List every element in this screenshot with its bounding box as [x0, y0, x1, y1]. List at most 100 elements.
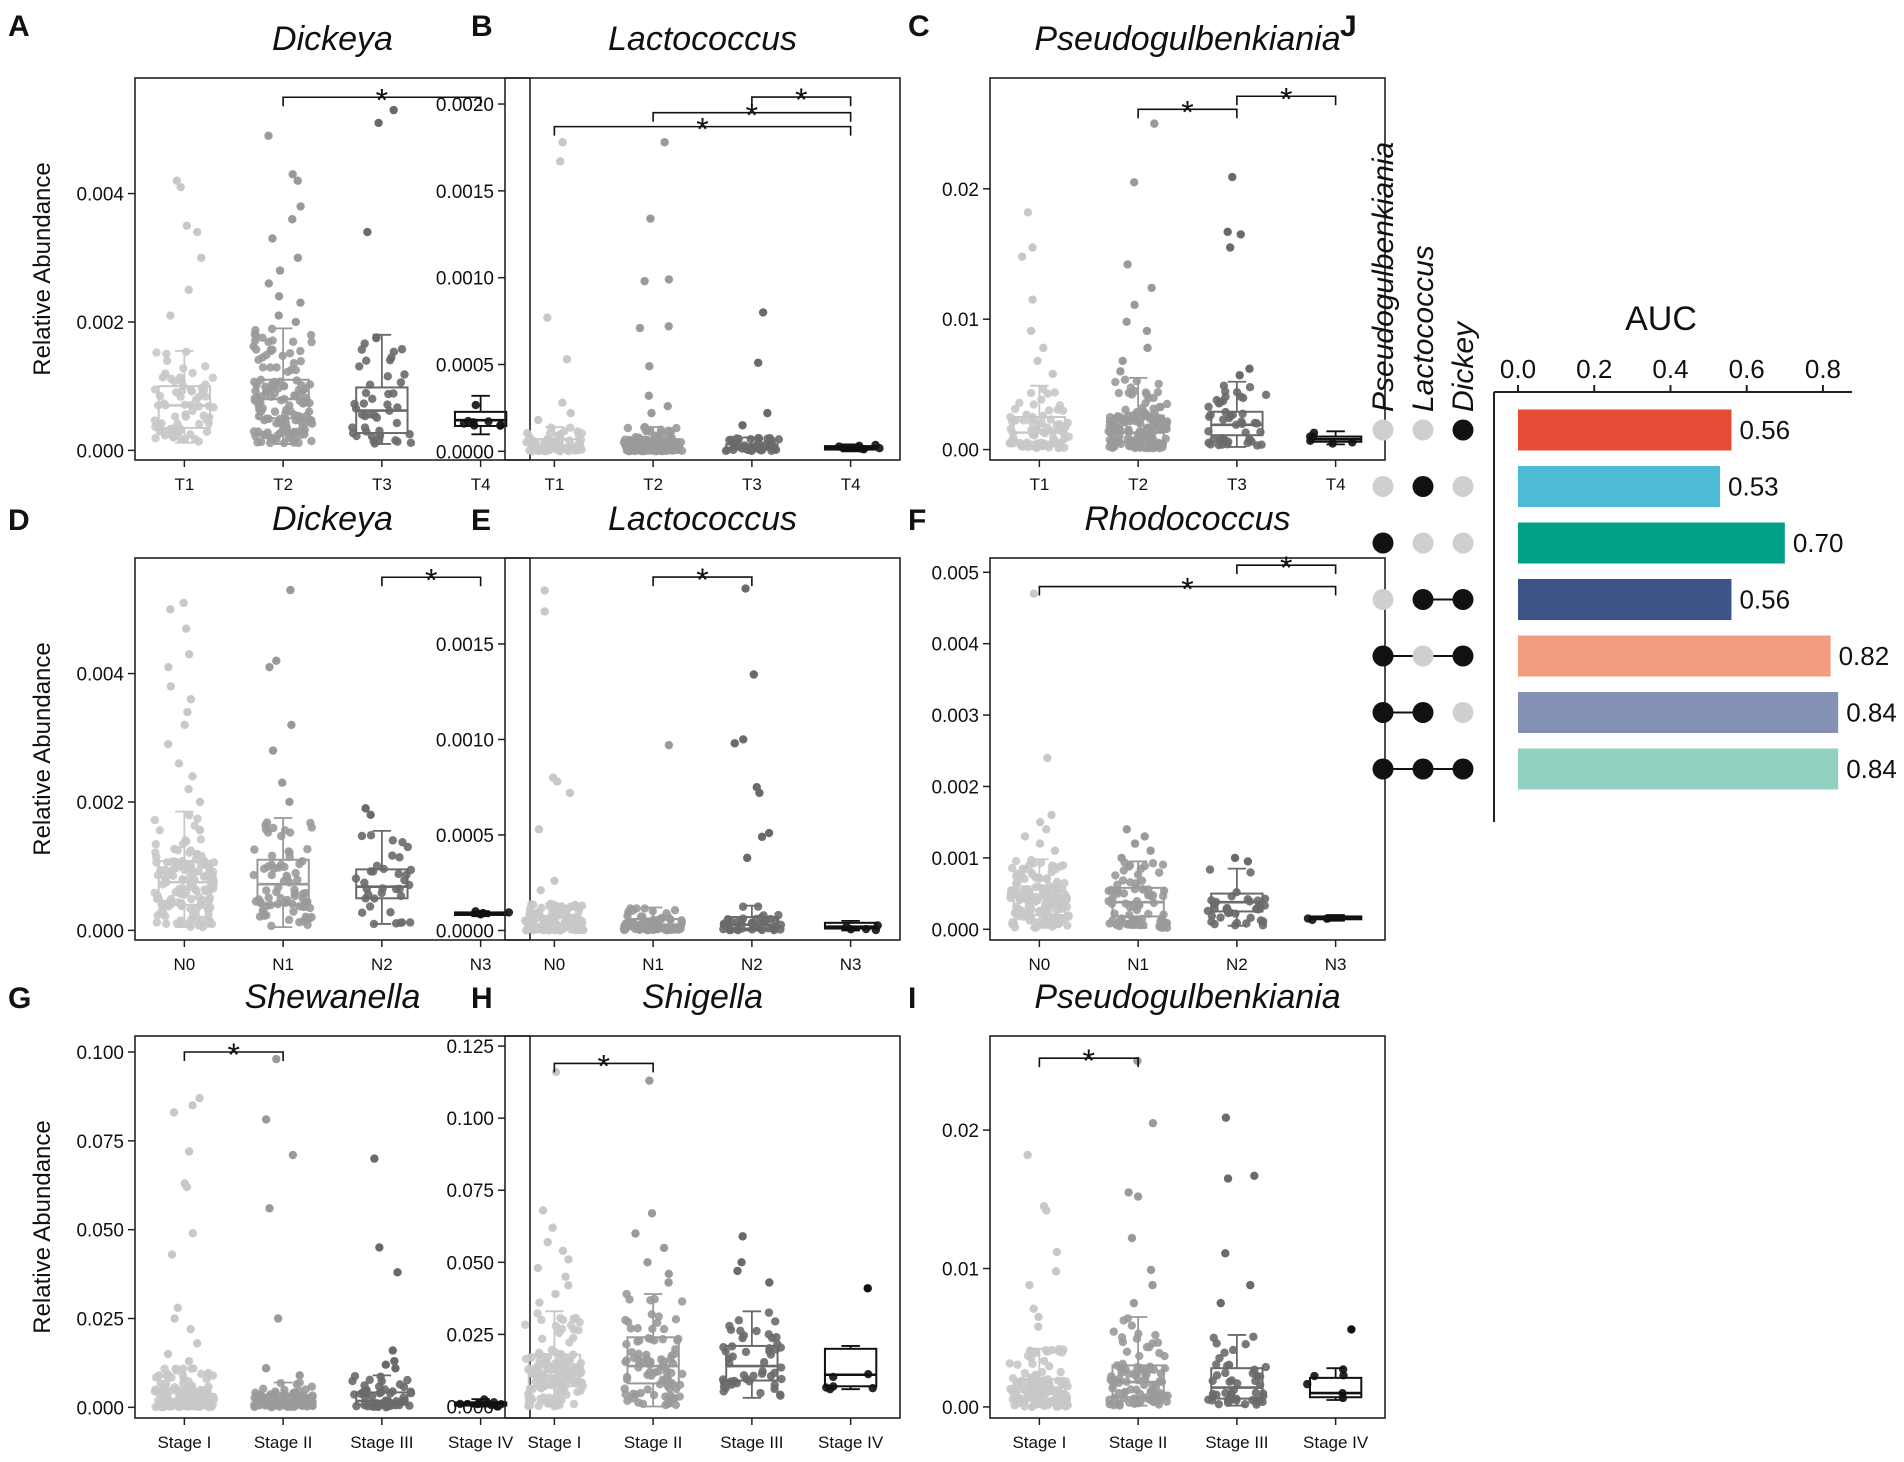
- outlier-point: [1245, 364, 1254, 373]
- data-point: [1162, 399, 1172, 409]
- outlier-point: [1148, 1118, 1158, 1128]
- x-tick-label: T4: [841, 475, 861, 494]
- data-point: [1155, 402, 1164, 412]
- data-point: [1205, 865, 1215, 874]
- data-point: [633, 1324, 642, 1333]
- data-point: [300, 398, 309, 408]
- data-point: [666, 427, 676, 436]
- data-point: [572, 1363, 581, 1372]
- data-point: [187, 387, 197, 396]
- data-point: [285, 401, 294, 410]
- data-point: [1148, 859, 1158, 868]
- outlier-point: [1250, 1171, 1259, 1180]
- outlier-point: [664, 740, 674, 750]
- data-point: [667, 925, 676, 935]
- outlier-point: [1221, 1249, 1230, 1258]
- outlier-point: [296, 298, 305, 307]
- data-point: [1151, 1330, 1160, 1340]
- data-point: [1130, 1368, 1140, 1378]
- data-point: [574, 1326, 583, 1335]
- data-point: [1037, 395, 1046, 404]
- outlier-point: [1130, 839, 1140, 848]
- data-point: [194, 437, 203, 446]
- x-tick-label: Stage I: [157, 1433, 211, 1452]
- y-tick-label: 0.0015: [436, 635, 494, 656]
- outlier-point: [164, 662, 173, 672]
- x-tick-label: T3: [1227, 475, 1247, 494]
- data-point: [260, 415, 269, 425]
- outlier-point: [535, 1298, 544, 1307]
- data-point: [628, 1394, 638, 1403]
- box-body: [626, 438, 680, 451]
- outlier-point: [1143, 343, 1152, 353]
- panel-letter: H: [471, 982, 493, 1015]
- combo-dot-active: [1412, 702, 1434, 723]
- outlier-point: [1035, 817, 1045, 827]
- data-point: [290, 435, 299, 444]
- x-tick-label: N3: [1325, 955, 1347, 974]
- plot-frame: [989, 557, 1386, 941]
- data-point: [389, 389, 398, 398]
- auc-tick-label: 0.4: [1652, 354, 1688, 384]
- outlier-point: [261, 1364, 271, 1373]
- data-point: [663, 438, 672, 447]
- data-point: [162, 858, 172, 867]
- data-point: [640, 904, 649, 913]
- data-point: [184, 1377, 193, 1386]
- data-point: [180, 860, 189, 869]
- outlier-point: [1034, 1322, 1043, 1331]
- data-point: [365, 1375, 374, 1385]
- data-point: [361, 388, 371, 398]
- x-tick-label: T2: [1128, 475, 1148, 494]
- data-point: [670, 906, 680, 915]
- outlier-point: [1017, 252, 1027, 261]
- outlier-point: [1221, 1113, 1231, 1122]
- data-point: [171, 888, 180, 897]
- combo-dot-active: [1452, 645, 1474, 667]
- outlier-point: [195, 797, 205, 807]
- significance-star: *: [746, 98, 758, 134]
- outlier-point: [562, 355, 572, 364]
- data-point: [383, 400, 392, 409]
- data-point: [204, 919, 213, 928]
- data-point: [774, 435, 784, 444]
- data-point: [725, 1321, 734, 1331]
- data-point: [664, 913, 673, 922]
- data-point: [636, 1388, 645, 1398]
- y-tick-label: 0.025: [76, 1310, 124, 1331]
- outlier-point: [1035, 839, 1045, 848]
- data-point: [642, 1355, 651, 1364]
- data-point: [357, 831, 367, 841]
- outlier-point: [391, 1364, 400, 1373]
- data-point: [267, 870, 276, 880]
- data-point: [1215, 1353, 1224, 1363]
- y-tick-label: 0.0010: [436, 730, 494, 751]
- data-point: [565, 1338, 574, 1347]
- outlier-point: [739, 735, 748, 744]
- outlier-point: [166, 605, 175, 614]
- data-point: [548, 908, 558, 917]
- box-body: [1111, 414, 1165, 443]
- y-tick-label: 0.01: [942, 1260, 979, 1281]
- significance-star: *: [228, 1037, 240, 1073]
- outlier-point: [730, 739, 739, 748]
- outlier-point: [561, 1272, 570, 1281]
- data-point: [1058, 861, 1068, 870]
- box-body: [527, 916, 582, 930]
- data-point: [255, 912, 265, 921]
- y-tick-label: 0.002: [76, 313, 124, 334]
- data-point: [250, 329, 259, 339]
- data-point: [1214, 1399, 1223, 1409]
- outlier-point: [288, 1150, 298, 1160]
- data-point: [262, 901, 271, 911]
- data-point: [283, 428, 292, 438]
- data-point: [1212, 1339, 1221, 1348]
- outlier-point: [1124, 1188, 1133, 1197]
- box-body: [256, 858, 310, 906]
- data-point: [258, 363, 268, 372]
- data-point: [177, 387, 186, 396]
- data-point: [297, 381, 306, 390]
- outlier-point: [182, 221, 192, 230]
- data-point: [562, 1390, 571, 1399]
- auc-bar: [1518, 692, 1839, 733]
